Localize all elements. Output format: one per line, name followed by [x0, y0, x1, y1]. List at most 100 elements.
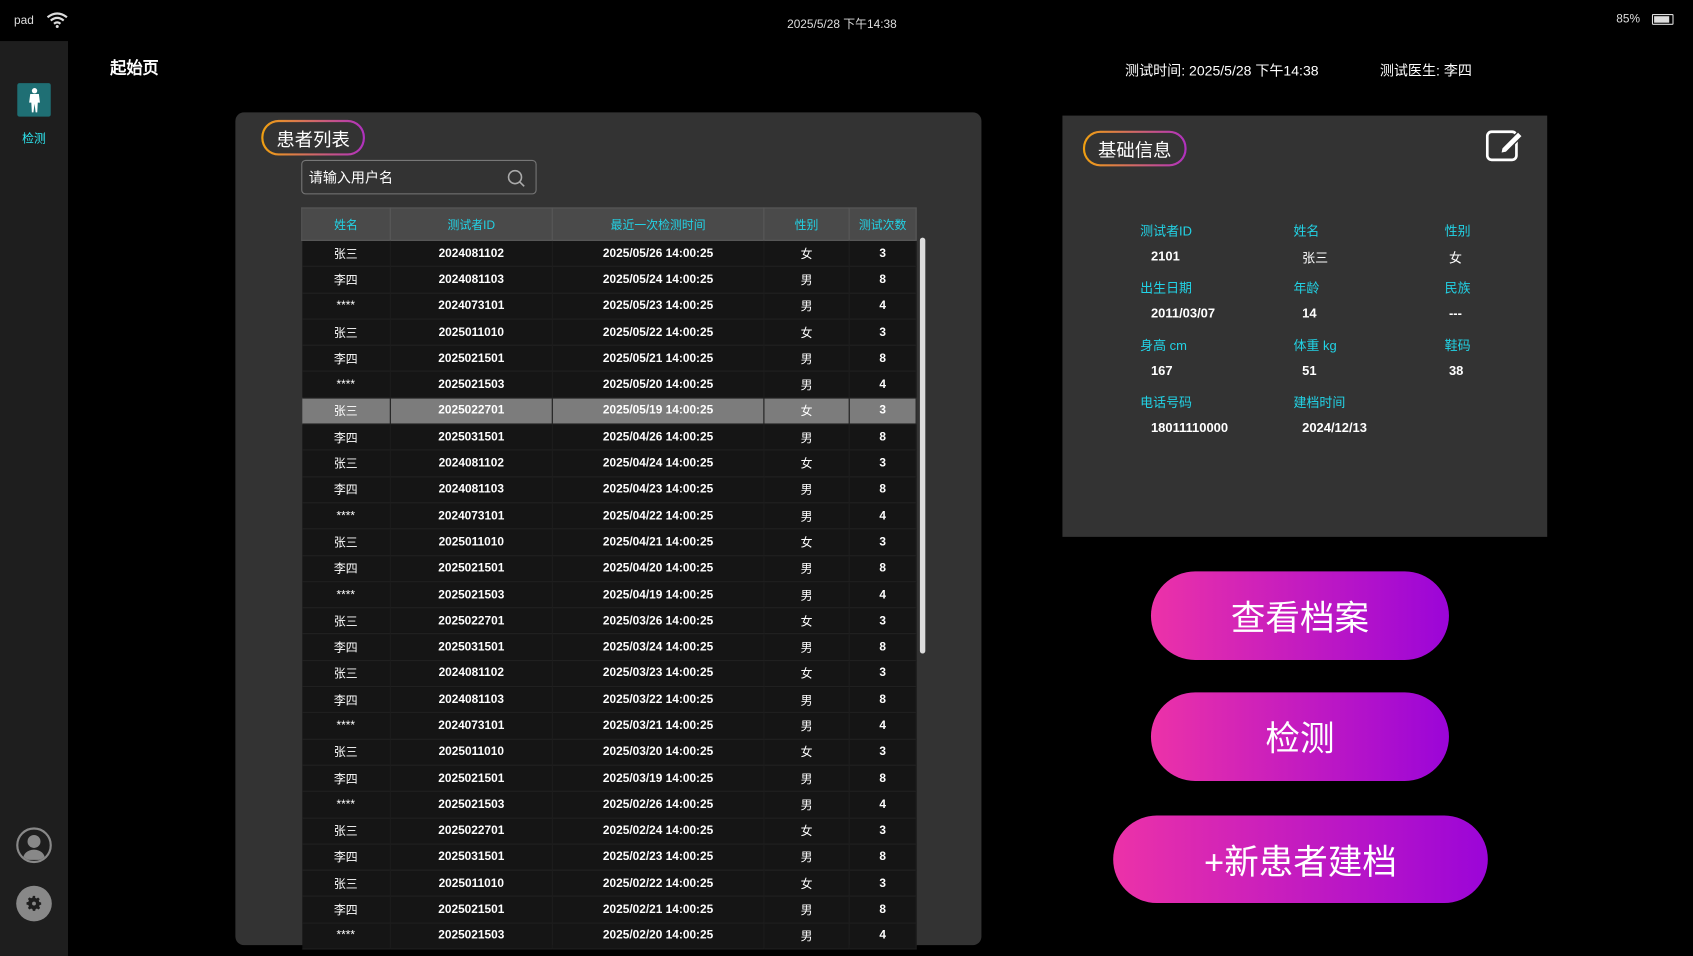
table-row[interactable]: 李四 2024081103 2025/04/23 14:00:25 男 8 — [301, 476, 917, 504]
cell-gender: 男 — [763, 634, 850, 661]
cell-name: 李四 — [301, 765, 391, 793]
table-row[interactable]: **** 2025021503 2025/04/19 14:00:25 男 4 — [301, 581, 917, 609]
cell-gender: 男 — [763, 765, 850, 793]
basic-info-title: 基础信息 — [1082, 130, 1187, 167]
column-header-id[interactable]: 测试者ID — [389, 207, 553, 241]
table-row[interactable]: 张三 2025011010 2025/04/21 14:00:25 女 3 — [301, 529, 917, 556]
cell-id: 2025011010 — [390, 739, 553, 766]
cell-last-test-time: 2025/02/26 14:00:25 — [552, 791, 765, 819]
cell-gender: 男 — [763, 266, 850, 294]
table-row[interactable]: 张三 2024081102 2025/03/23 14:00:25 女 3 — [301, 660, 917, 688]
edit-icon[interactable] — [1485, 130, 1526, 162]
table-row[interactable]: 李四 2025031501 2025/03/24 14:00:25 男 8 — [301, 634, 917, 661]
gear-icon[interactable] — [16, 885, 52, 922]
column-header-gender[interactable]: 性别 — [763, 207, 850, 241]
table-row[interactable]: **** 2025021503 2025/05/20 14:00:25 男 4 — [301, 371, 917, 399]
cell-id: 2024081103 — [390, 686, 553, 714]
cell-id: 2025022701 — [390, 397, 553, 425]
cell-name: 李四 — [301, 634, 391, 661]
table-row[interactable]: 张三 2024081102 2025/04/24 14:00:25 女 3 — [301, 450, 917, 478]
user-avatar-icon[interactable] — [16, 827, 52, 864]
cell-id: 2025021501 — [390, 555, 553, 583]
table-row[interactable]: 张三 2025022701 2025/02/24 14:00:25 女 3 — [301, 817, 917, 845]
cell-name: **** — [301, 922, 391, 950]
cell-name: 李四 — [301, 476, 391, 504]
cell-name: **** — [301, 581, 391, 609]
info-value: 38 — [1448, 362, 1464, 379]
cell-gender: 男 — [763, 292, 850, 320]
table-row[interactable]: 李四 2024081103 2025/05/24 14:00:25 男 8 — [301, 266, 917, 294]
table-row[interactable]: 李四 2025031501 2025/04/26 14:00:25 男 8 — [301, 424, 917, 451]
table-row[interactable]: 李四 2024081103 2025/03/22 14:00:25 男 8 — [301, 686, 917, 714]
cell-test-count: 8 — [849, 476, 917, 504]
cell-last-test-time: 2025/02/21 14:00:25 — [552, 896, 765, 924]
cell-gender: 男 — [763, 371, 850, 399]
cell-id: 2025011010 — [390, 870, 553, 898]
table-row[interactable]: **** 2024073101 2025/03/21 14:00:25 男 4 — [301, 712, 917, 740]
cell-gender: 男 — [763, 345, 850, 373]
table-row[interactable]: 张三 2025011010 2025/03/20 14:00:25 女 3 — [301, 739, 917, 766]
info-value: 2101 — [1150, 248, 1180, 264]
table-row[interactable]: 张三 2025022701 2025/05/19 14:00:25 女 3 — [301, 397, 917, 425]
table-row[interactable]: **** 2025021503 2025/02/26 14:00:25 男 4 — [301, 791, 917, 819]
cell-last-test-time: 2025/02/23 14:00:25 — [552, 843, 765, 871]
doctor-label: 测试医生: — [1379, 62, 1440, 79]
table-scrollbar[interactable] — [919, 237, 926, 654]
cell-name: 李四 — [301, 896, 391, 924]
table-row[interactable]: 张三 2025022701 2025/03/26 14:00:25 女 3 — [301, 607, 917, 635]
cell-gender: 女 — [763, 607, 850, 635]
column-header-test-count[interactable]: 测试次数 — [848, 207, 917, 241]
info-label: 民族 — [1444, 280, 1471, 296]
info-value: --- — [1448, 305, 1462, 321]
table-row[interactable]: 张三 2025011010 2025/02/22 14:00:25 女 3 — [301, 870, 917, 898]
cell-test-count: 8 — [849, 896, 917, 924]
cell-test-count: 3 — [849, 397, 917, 425]
column-header-name[interactable]: 姓名 — [301, 207, 391, 241]
search-box[interactable] — [301, 159, 537, 195]
search-icon[interactable] — [506, 169, 525, 188]
cell-gender: 女 — [763, 450, 850, 478]
basic-info-title-text: 基础信息 — [1085, 132, 1185, 165]
doctor-name: 李四 — [1443, 62, 1472, 79]
view-record-button[interactable]: 查看档案 — [1150, 571, 1449, 661]
info-value: 张三 — [1302, 250, 1329, 266]
column-header-last-test-time[interactable]: 最近一次检测时间 — [551, 207, 765, 241]
table-row[interactable]: 李四 2025021501 2025/03/19 14:00:25 男 8 — [301, 765, 917, 793]
detect-button[interactable]: 检测 — [1150, 692, 1449, 781]
info-label: 出生日期 — [1140, 280, 1193, 296]
device-name: pad — [14, 14, 34, 28]
table-row[interactable]: 李四 2025021501 2025/02/21 14:00:25 男 8 — [301, 896, 917, 924]
cell-last-test-time: 2025/04/20 14:00:25 — [552, 555, 765, 583]
cell-gender: 男 — [763, 555, 850, 583]
table-row[interactable]: 张三 2024081102 2025/05/26 14:00:25 女 3 — [301, 240, 917, 268]
sidebar-item-detect[interactable] — [17, 83, 51, 117]
table-row[interactable]: 李四 2025031501 2025/02/23 14:00:25 男 8 — [301, 843, 917, 871]
table-row[interactable]: **** 2025021503 2025/02/20 14:00:25 男 4 — [301, 922, 917, 950]
patient-list-title: 患者列表 — [261, 119, 365, 156]
table-row[interactable]: **** 2024073101 2025/05/23 14:00:25 男 4 — [301, 292, 917, 320]
cell-last-test-time: 2025/02/24 14:00:25 — [552, 817, 765, 845]
cell-test-count: 3 — [849, 319, 917, 346]
table-row[interactable]: 李四 2025021501 2025/04/20 14:00:25 男 8 — [301, 555, 917, 583]
table-row[interactable]: **** 2024073101 2025/04/22 14:00:25 男 4 — [301, 502, 917, 530]
sidebar-item-label[interactable]: 检测 — [22, 132, 46, 146]
patient-list-title-text: 患者列表 — [263, 122, 363, 154]
cell-name: 李四 — [301, 345, 391, 373]
cell-last-test-time: 2025/05/21 14:00:25 — [552, 345, 765, 373]
cell-id: 2025011010 — [390, 319, 553, 346]
battery-icon — [1651, 14, 1674, 25]
cell-id: 2024073101 — [390, 502, 553, 530]
new-patient-button[interactable]: +新患者建档 — [1113, 815, 1488, 904]
info-value: 18011110000 — [1150, 420, 1229, 436]
table-row[interactable]: 李四 2025021501 2025/05/21 14:00:25 男 8 — [301, 345, 917, 373]
cell-last-test-time: 2025/05/23 14:00:25 — [552, 292, 765, 320]
table-row[interactable]: 张三 2025011010 2025/05/22 14:00:25 女 3 — [301, 319, 917, 346]
cell-test-count: 8 — [849, 843, 917, 871]
cell-gender: 女 — [763, 817, 850, 845]
cell-id: 2025031501 — [390, 424, 553, 451]
cell-name: 张三 — [301, 450, 391, 478]
search-input[interactable] — [306, 168, 506, 187]
test-time-info: 测试时间: 2025/5/28 下午14:38 — [1125, 59, 1319, 80]
cell-test-count: 3 — [849, 870, 917, 898]
